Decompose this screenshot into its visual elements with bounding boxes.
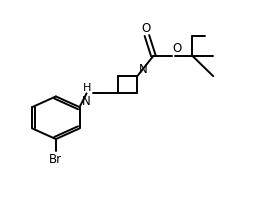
Text: O: O bbox=[141, 22, 150, 35]
Text: Br: Br bbox=[49, 153, 62, 165]
Text: N: N bbox=[82, 95, 91, 108]
Text: O: O bbox=[172, 42, 182, 55]
Text: N: N bbox=[139, 63, 147, 76]
Text: H: H bbox=[83, 83, 91, 93]
